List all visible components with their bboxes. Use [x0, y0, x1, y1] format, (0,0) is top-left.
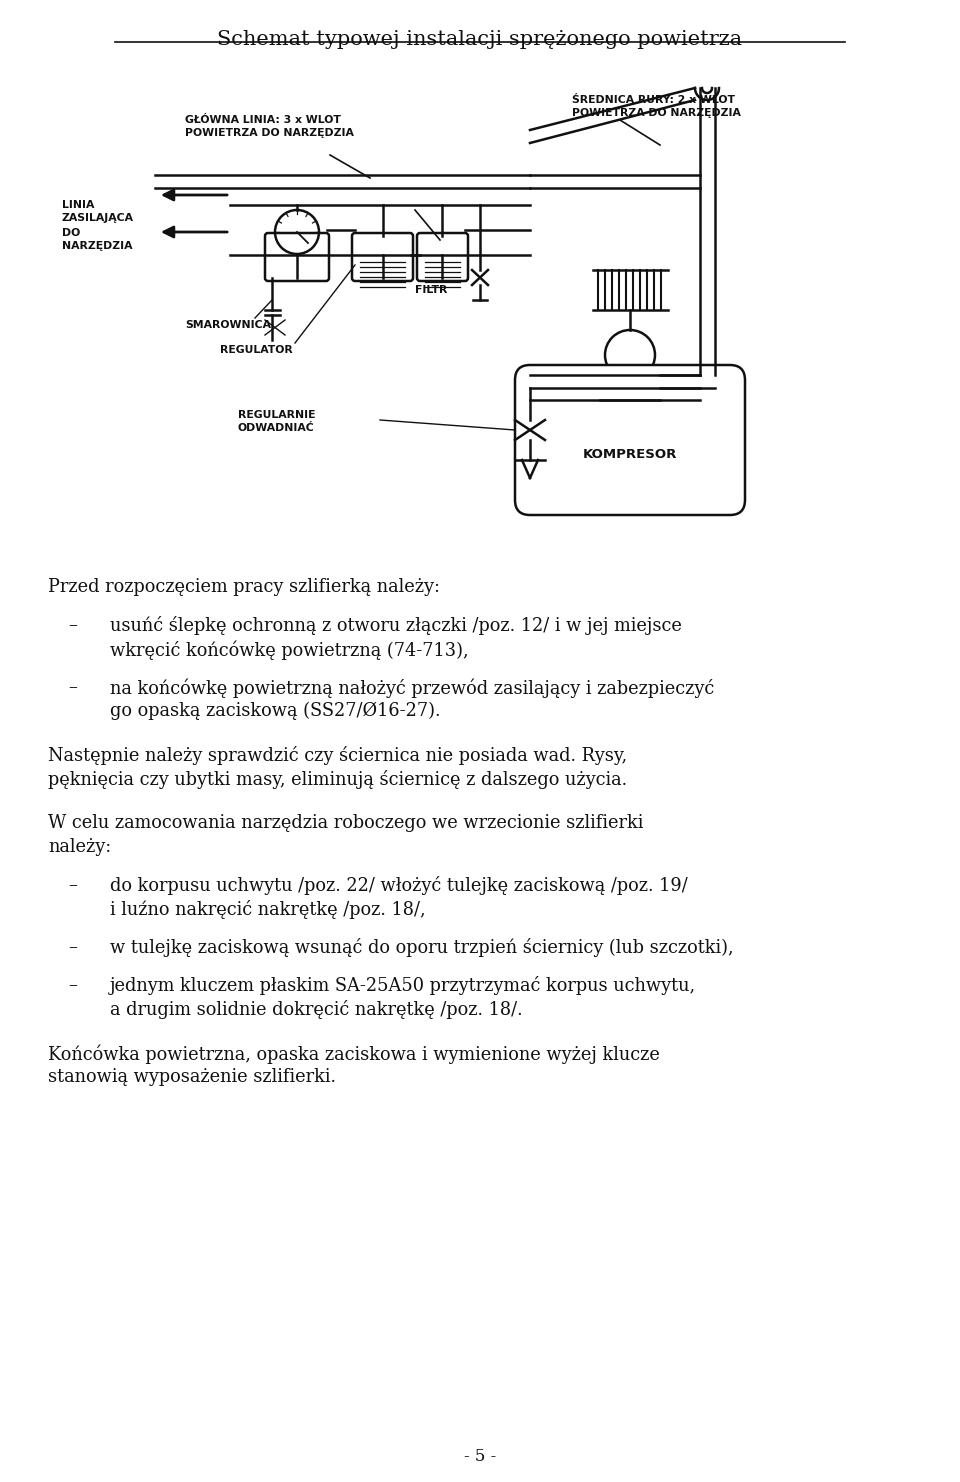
- Text: w tulejkę zaciskową wsunąć do oporu trzpień ściernicy (lub szczotki),: w tulejkę zaciskową wsunąć do oporu trzp…: [110, 938, 733, 957]
- Text: na końcówkę powietrzną nałożyć przewód zasilający i zabezpieczyć: na końcówkę powietrzną nałożyć przewód z…: [110, 677, 714, 698]
- Text: Następnie należy sprawdzić czy ściernica nie posiada wad. Rysy,: Następnie należy sprawdzić czy ściernica…: [48, 745, 627, 765]
- FancyBboxPatch shape: [515, 365, 745, 516]
- FancyBboxPatch shape: [417, 233, 468, 282]
- Text: Przed rozpoczęciem pracy szlifierką należy:: Przed rozpoczęciem pracy szlifierką nale…: [48, 578, 440, 596]
- Text: –: –: [68, 977, 77, 994]
- Text: –: –: [68, 876, 77, 894]
- Text: KOMPRESOR: KOMPRESOR: [583, 449, 677, 461]
- Text: do korpusu uchwytu /poz. 22/ włożyć tulejkę zaciskową /poz. 19/: do korpusu uchwytu /poz. 22/ włożyć tule…: [110, 876, 687, 895]
- Text: GŁÓWNA LINIA: 3 x WLOT
POWIETRZA DO NARZĘDZIA: GŁÓWNA LINIA: 3 x WLOT POWIETRZA DO NARZ…: [185, 116, 354, 138]
- Text: a drugim solidnie dokręcić nakrętkę /poz. 18/.: a drugim solidnie dokręcić nakrętkę /poz…: [110, 1000, 522, 1020]
- Text: - 5 -: - 5 -: [464, 1448, 496, 1466]
- Text: –: –: [68, 617, 77, 634]
- Text: stanowią wyposażenie szlifierki.: stanowią wyposażenie szlifierki.: [48, 1069, 336, 1086]
- Text: Schemat typowej instalacji sprężonego powietrza: Schemat typowej instalacji sprężonego po…: [217, 30, 743, 49]
- Text: ŚREDNICA RURY: 2 x WLOT
POWIETRZA DO NARZĘDZIA: ŚREDNICA RURY: 2 x WLOT POWIETRZA DO NAR…: [572, 95, 741, 119]
- Text: –: –: [68, 677, 77, 697]
- Text: NARZĘDZIA: NARZĘDZIA: [62, 242, 132, 250]
- Text: LINIA: LINIA: [62, 200, 94, 210]
- Text: ZASILAJĄCA: ZASILAJĄCA: [62, 213, 134, 222]
- Text: REGULATOR: REGULATOR: [220, 345, 293, 356]
- Text: i luźno nakręcić nakrętkę /poz. 18/,: i luźno nakręcić nakrętkę /poz. 18/,: [110, 900, 425, 919]
- Text: Końcówka powietrzna, opaska zaciskowa i wymienione wyżej klucze: Końcówka powietrzna, opaska zaciskowa i …: [48, 1043, 660, 1064]
- Text: –: –: [68, 938, 77, 956]
- Text: FILTR: FILTR: [415, 285, 447, 295]
- Text: REGULARNIE
ODWADNIAĆ: REGULARNIE ODWADNIAĆ: [238, 411, 316, 433]
- Text: DO: DO: [62, 228, 81, 239]
- FancyBboxPatch shape: [352, 233, 413, 282]
- Text: pęknięcia czy ubytki masy, eliminują ściernicę z dalszego użycia.: pęknięcia czy ubytki masy, eliminują ści…: [48, 771, 627, 788]
- FancyBboxPatch shape: [265, 233, 329, 282]
- Text: usuńć ślepkę ochronną z otworu złączki /poz. 12/ i w jej miejsce: usuńć ślepkę ochronną z otworu złączki /…: [110, 617, 682, 634]
- Text: go opaską zaciskową (SS27/Ø16-27).: go opaską zaciskową (SS27/Ø16-27).: [110, 702, 441, 720]
- Text: należy:: należy:: [48, 837, 111, 857]
- Text: jednym kluczem płaskim SA-25A50 przytrzymać korpus uchwytu,: jednym kluczem płaskim SA-25A50 przytrzy…: [110, 977, 696, 994]
- Text: wkręcić końcówkę powietrzną (74-713),: wkręcić końcówkę powietrzną (74-713),: [110, 640, 468, 659]
- Text: SMAROWNICA: SMAROWNICA: [185, 320, 271, 330]
- Text: W celu zamocowania narzędzia roboczego we wrzecionie szlifierki: W celu zamocowania narzędzia roboczego w…: [48, 814, 643, 831]
